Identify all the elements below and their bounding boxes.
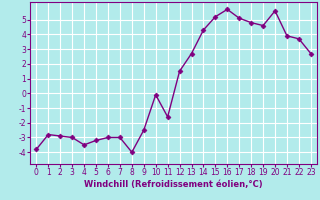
X-axis label: Windchill (Refroidissement éolien,°C): Windchill (Refroidissement éolien,°C) bbox=[84, 180, 263, 189]
